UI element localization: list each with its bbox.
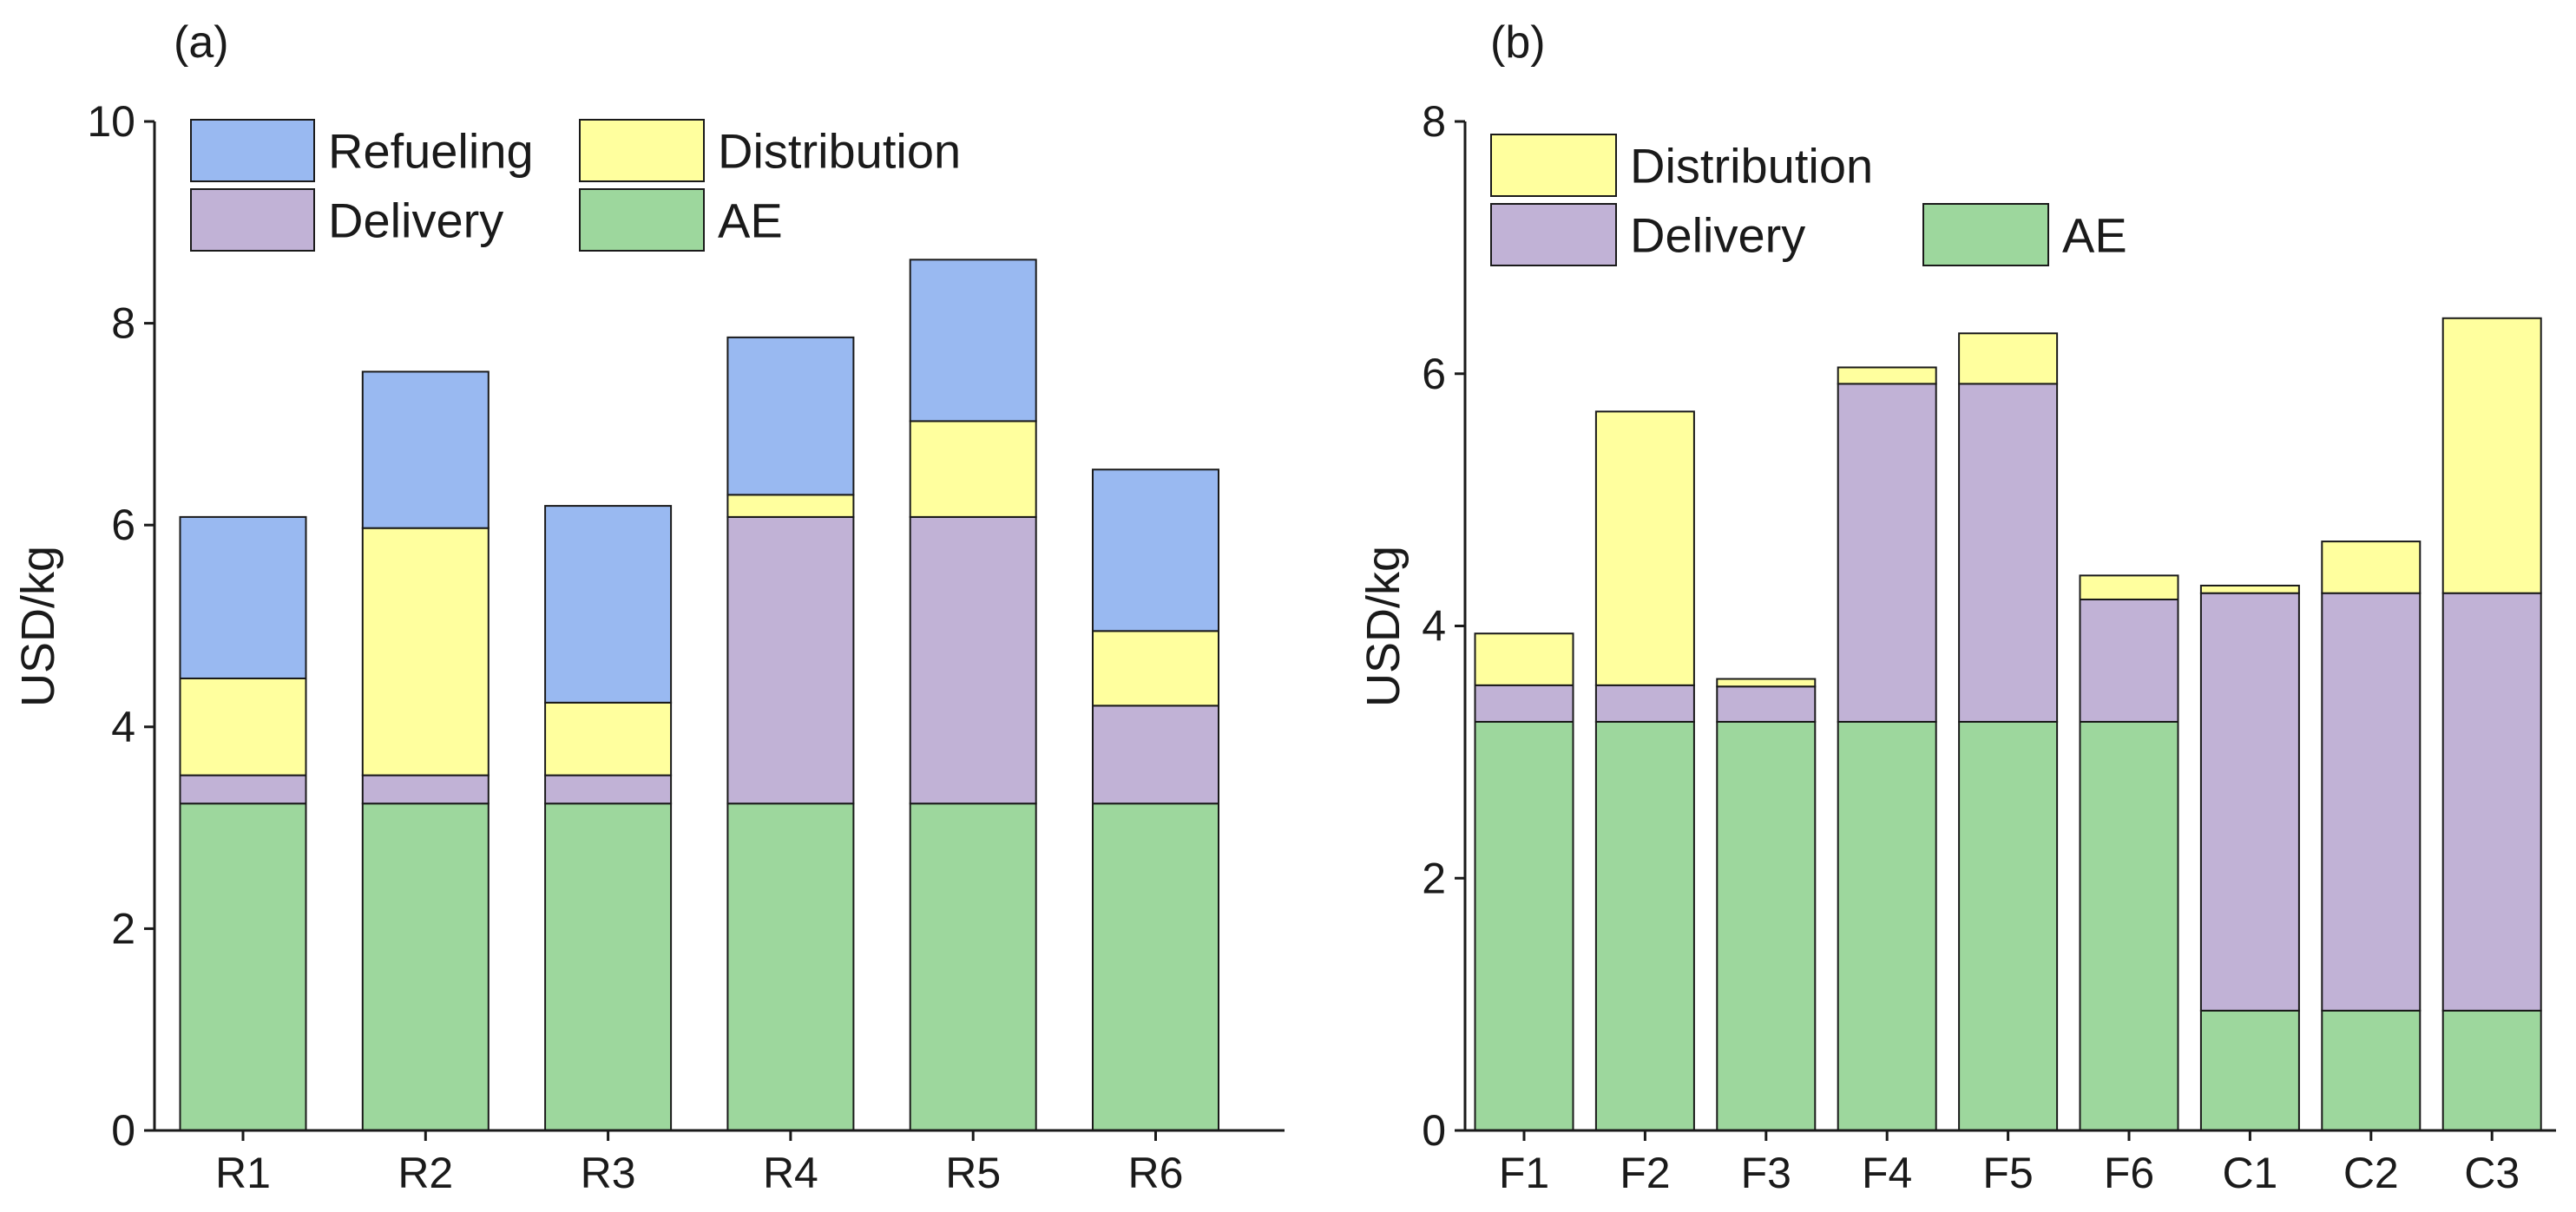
legend-swatch-ae [1922, 203, 2049, 266]
bar-f4-distribution [1837, 366, 1937, 385]
x-tick-label-c1: C1 [2222, 1149, 2277, 1197]
legend-label-ae: AE [2062, 208, 2127, 263]
bar-f1-ae [1474, 720, 1574, 1131]
bar-r4-ae [726, 803, 855, 1131]
y-tick-label-8: 8 [111, 299, 135, 348]
legend-label-delivery: Delivery [328, 193, 503, 248]
x-tick-label-c2: C2 [2343, 1149, 2399, 1197]
bar-c2-distribution [2321, 540, 2422, 594]
bar-c1-delivery [2199, 592, 2300, 1012]
x-tick-label-r5: R5 [945, 1149, 1001, 1197]
bar-r6-refueling [1092, 468, 1219, 632]
bar-f5-delivery [1958, 383, 2059, 723]
y-tick-label-6: 6 [111, 501, 135, 549]
legend-swatch-refueling [190, 119, 315, 182]
legend-label-distribution: Distribution [718, 124, 961, 179]
y-tick-label-10: 10 [87, 97, 135, 146]
bar-f1-distribution [1474, 632, 1574, 686]
y-tick-label-4: 4 [1422, 602, 1446, 651]
bar-r6-ae [1092, 803, 1219, 1131]
bar-f6-ae [2079, 720, 2179, 1131]
bar-c3-ae [2441, 1009, 2542, 1132]
x-tick-label-f4: F4 [1862, 1149, 1912, 1197]
bar-r6-distribution [1092, 630, 1219, 707]
x-tick-label-c3: C3 [2464, 1149, 2520, 1197]
bar-f3-ae [1716, 720, 1817, 1131]
bar-r5-ae [909, 803, 1037, 1131]
x-tick-label-f1: F1 [1499, 1149, 1549, 1197]
bar-r2-ae [361, 803, 490, 1131]
bar-r1-refueling [179, 515, 307, 679]
bar-f3-distribution [1716, 678, 1817, 688]
y-tick-label-8: 8 [1422, 97, 1446, 146]
bar-c2-ae [2321, 1009, 2422, 1132]
bar-r1-distribution [179, 677, 307, 776]
bar-r1-delivery [179, 774, 307, 805]
bar-c1-ae [2199, 1009, 2300, 1132]
y-tick-label-0: 0 [1422, 1106, 1446, 1155]
panel-label-b: (b) [1490, 17, 1546, 68]
bar-r6-delivery [1092, 704, 1219, 805]
bar-f6-distribution [2079, 574, 2179, 600]
panel-a-chart: R1 R2 R3 R4 R5 R6 0 2 4 6 8 10 USD/kg (a) Refueling Dis… [12, 17, 1285, 1197]
bar-r4-distribution [726, 494, 855, 518]
y-tick-label-0: 0 [111, 1106, 135, 1155]
bar-r3-ae [544, 803, 673, 1131]
x-tick-label-f3: F3 [1741, 1149, 1791, 1197]
y-tick-label-2: 2 [1422, 854, 1446, 902]
bar-c1-distribution [2199, 584, 2300, 594]
bar-f6-delivery [2079, 598, 2179, 723]
legend-label-delivery: Delivery [1630, 208, 1805, 263]
legend-label-ae: AE [718, 193, 783, 248]
bar-r2-distribution [361, 527, 490, 776]
x-tick-label-f2: F2 [1620, 1149, 1670, 1197]
bar-r3-distribution [544, 701, 673, 776]
y-tick-label-2: 2 [111, 904, 135, 953]
bar-c2-delivery [2321, 592, 2422, 1012]
bar-c3-delivery [2441, 592, 2542, 1012]
y-tick-label-6: 6 [1422, 350, 1446, 398]
bar-f2-delivery [1594, 684, 1695, 723]
bar-r3-delivery [544, 774, 673, 805]
bar-r2-refueling [361, 370, 490, 529]
bar-c3-distribution [2441, 317, 2542, 594]
legend-swatch-delivery [190, 188, 315, 252]
bar-f2-distribution [1594, 410, 1695, 686]
y-tick-label-4: 4 [111, 703, 135, 751]
bar-f1-delivery [1474, 684, 1574, 723]
x-tick-label-r3: R3 [581, 1149, 636, 1197]
bar-f5-ae [1958, 720, 2059, 1131]
bar-r4-delivery [726, 515, 855, 805]
bar-f4-ae [1837, 720, 1937, 1131]
legend-label-refueling: Refueling [328, 124, 534, 179]
y-axis-label-a: USD/kg [12, 546, 64, 707]
legend-swatch-distribution [1490, 134, 1617, 197]
bar-f3-delivery [1716, 685, 1817, 723]
x-tick-label-r2: R2 [398, 1149, 453, 1197]
panel-b-chart: F1 F2 F3 F4 F5 F6 C1 C2 C3 0 2 4 6 8 USD/kg (b) Distribu… [1357, 17, 2556, 1197]
bar-r4-refueling [726, 336, 855, 496]
bar-f4-delivery [1837, 383, 1937, 723]
bar-r1-ae [179, 803, 307, 1131]
bar-r5-delivery [909, 515, 1037, 805]
y-axis-label-b: USD/kg [1357, 546, 1410, 707]
panel-label-a: (a) [174, 17, 229, 68]
x-tick-label-r1: R1 [215, 1149, 271, 1197]
legend-swatch-delivery [1490, 203, 1617, 266]
legend-label-distribution: Distribution [1630, 139, 1873, 193]
bar-f2-ae [1594, 720, 1695, 1131]
x-tick-label-r6: R6 [1128, 1149, 1184, 1197]
x-tick-label-f5: F5 [1982, 1149, 2033, 1197]
bar-r5-refueling [909, 259, 1037, 423]
bar-f5-distribution [1958, 332, 2059, 385]
legend-swatch-distribution [579, 119, 705, 182]
bar-r5-distribution [909, 420, 1037, 518]
x-tick-label-f6: F6 [2104, 1149, 2154, 1197]
legend-swatch-ae [579, 188, 705, 252]
bar-r3-refueling [544, 505, 673, 704]
bar-r2-delivery [361, 774, 490, 805]
x-tick-label-r4: R4 [763, 1149, 818, 1197]
